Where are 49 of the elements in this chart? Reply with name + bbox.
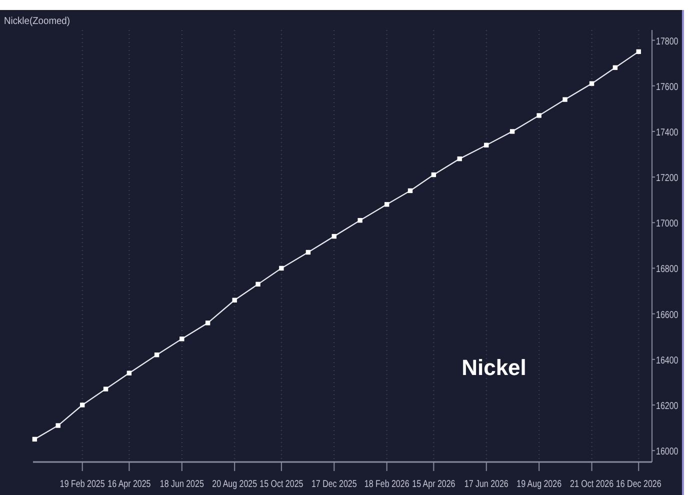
y-tick-label: 16200 xyxy=(656,400,678,412)
x-tick-label: 17 Jun 2026 xyxy=(464,478,508,490)
point xyxy=(612,65,618,70)
point xyxy=(484,142,489,148)
y-tick-label: 17400 xyxy=(656,126,678,138)
y-tick-label: 16800 xyxy=(656,263,678,274)
y-tick-label: 17800 xyxy=(656,35,678,46)
point xyxy=(306,250,311,255)
point xyxy=(232,298,237,302)
point xyxy=(384,202,390,207)
x-tick-label: 18 Jun 2025 xyxy=(160,478,204,490)
point xyxy=(80,402,85,408)
point xyxy=(56,423,60,428)
point xyxy=(510,129,515,134)
chart-title: Nickle(Zoomed) xyxy=(4,16,75,27)
point xyxy=(279,266,284,271)
point xyxy=(205,320,210,326)
point xyxy=(589,81,594,86)
point xyxy=(180,336,184,342)
x-tick-label: 16 Dec 2026 xyxy=(616,478,662,490)
point xyxy=(408,188,413,194)
y-tick-label: 17200 xyxy=(656,172,678,184)
point xyxy=(256,282,260,287)
point xyxy=(431,172,436,178)
point xyxy=(636,49,641,54)
x-tick-label: 15 Oct 2025 xyxy=(260,478,304,490)
point xyxy=(103,386,108,392)
point xyxy=(536,113,542,118)
y-tick-label: 16000 xyxy=(656,446,678,457)
y-tick-label: 17600 xyxy=(656,81,678,92)
point xyxy=(154,352,160,358)
y-tick-label: 17000 xyxy=(656,218,678,229)
point xyxy=(32,436,38,442)
x-tick-label: 20 Aug 2025 xyxy=(212,478,258,490)
x-tick-label: 21 Oct 2026 xyxy=(570,478,614,490)
x-tick-label: 19 Feb 2025 xyxy=(60,478,105,490)
x-tick-label: 18 Feb 2026 xyxy=(364,478,410,490)
y-tick-label: 16400 xyxy=(656,354,678,366)
point xyxy=(358,218,362,223)
x-tick-label: 15 Apr 2026 xyxy=(412,478,456,490)
point xyxy=(126,370,132,376)
point xyxy=(332,234,336,239)
x-tick-label: 19 Aug 2026 xyxy=(516,478,562,490)
x-tick-label: 17 Dec 2025 xyxy=(311,478,357,490)
point xyxy=(562,97,568,102)
y-tick-label: 16600 xyxy=(656,308,678,320)
point xyxy=(457,156,462,162)
annotation: Nickel xyxy=(462,355,526,380)
x-tick-label: 16 Apr 2025 xyxy=(108,478,151,490)
